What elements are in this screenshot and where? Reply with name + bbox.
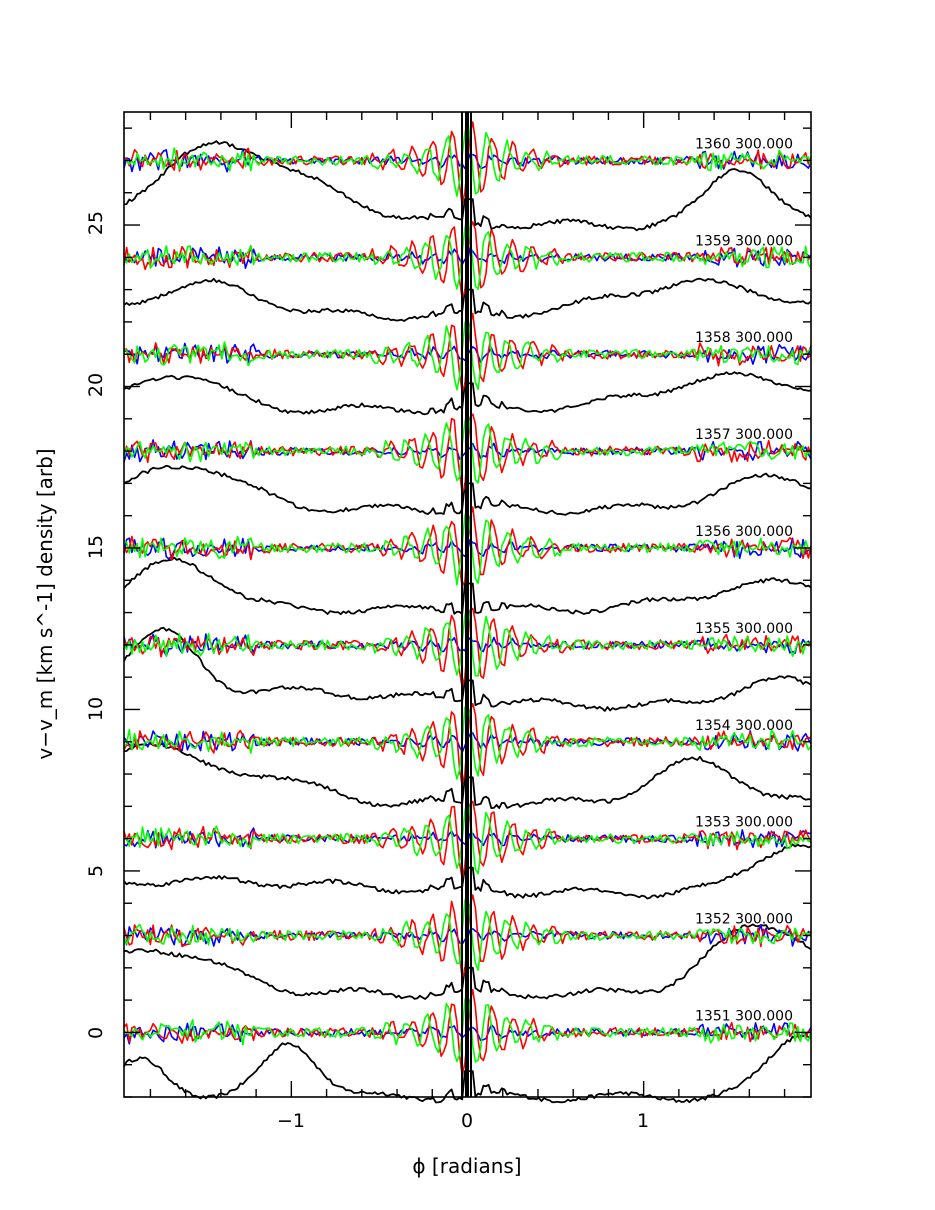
panel-labels: 1351 300.000 1352 300.000 1353 300.000 1354…: [695, 136, 793, 1024]
x-axis-label: ϕ [radians]: [412, 1154, 521, 1178]
panel-label: 1354 300.000: [695, 718, 793, 734]
panel-label: 1351 300.000: [695, 1008, 793, 1024]
y-axis-label: v−v_m [km s^-1] density [arb]: [33, 448, 57, 759]
panel-label: 1352 300.000: [695, 912, 793, 928]
y-tick-label: 0: [85, 1027, 107, 1039]
y-tick-label: 15: [85, 535, 107, 559]
y-tick-label: 20: [85, 373, 107, 397]
panel-label: 1358 300.000: [695, 330, 793, 346]
x-tick-label: −1: [277, 1110, 305, 1132]
center-markers: [461, 112, 472, 1097]
panel-label: 1360 300.000: [695, 136, 793, 152]
tick-marks: [124, 112, 811, 1098]
x-tick-label: 0: [461, 1110, 473, 1132]
x-tick-label: 1: [637, 1110, 649, 1132]
y-tick-label: 25: [85, 211, 107, 235]
x-tick-labels: −1 0 1: [277, 1110, 649, 1132]
y-tick-label: 5: [85, 865, 107, 877]
y-tick-label: 10: [85, 697, 107, 721]
panel-label: 1359 300.000: [695, 233, 793, 249]
panel-label: 1356 300.000: [695, 524, 793, 540]
panel-label: 1353 300.000: [695, 815, 793, 831]
panel-label: 1355 300.000: [695, 621, 793, 637]
panel-label: 1357 300.000: [695, 427, 793, 443]
y-tick-labels: 0 5 10 15 20 25: [85, 211, 107, 1039]
